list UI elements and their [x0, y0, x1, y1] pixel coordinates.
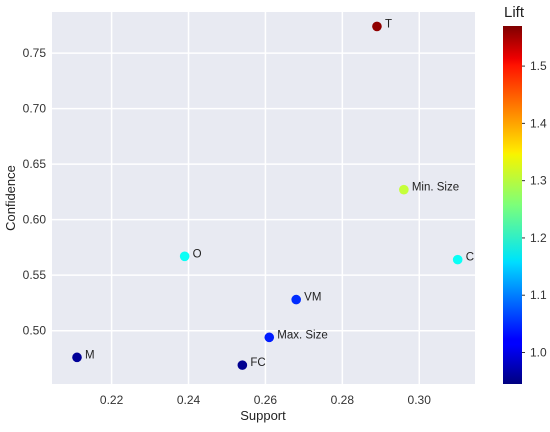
- colorbar-tick-label: 1.1: [530, 288, 547, 302]
- x-tick-label: 0.24: [177, 393, 201, 407]
- data-points: [72, 21, 463, 370]
- point-label: VM: [304, 292, 321, 304]
- colorbar: [503, 26, 522, 384]
- x-tick-label: 0.28: [331, 393, 355, 407]
- point-labels: T Min. Size C O VM Max. Size M FC: [85, 18, 474, 369]
- y-axis-ticks: 0.50 0.55 0.60 0.65 0.70 0.75: [23, 46, 47, 338]
- x-axis-label: Support: [240, 408, 286, 423]
- y-axis-label: Confidence: [3, 165, 18, 231]
- point-label: T: [385, 18, 392, 30]
- x-tick-label: 0.26: [254, 393, 278, 407]
- y-tick-label: 0.65: [23, 157, 47, 171]
- data-point: [264, 332, 275, 343]
- data-point: [291, 294, 301, 305]
- point-label: O: [193, 248, 202, 260]
- x-tick-label: 0.22: [100, 393, 124, 407]
- data-point: [372, 21, 382, 32]
- colorbar-tick-label: 1.5: [530, 59, 547, 73]
- data-point: [452, 254, 463, 265]
- point-label: Min. Size: [412, 182, 459, 194]
- point-label: C: [466, 252, 474, 264]
- y-tick-label: 0.70: [23, 102, 47, 116]
- colorbar-ticks: 1.0 1.1 1.2 1.3 1.4 1.5: [522, 59, 547, 359]
- y-tick-label: 0.50: [23, 324, 47, 338]
- data-point: [237, 360, 248, 370]
- colorbar-tick-label: 1.4: [530, 116, 547, 130]
- y-tick-label: 0.75: [23, 46, 47, 60]
- x-tick-label: 0.30: [408, 393, 432, 407]
- point-label: Max. Size: [277, 329, 328, 341]
- colorbar-title: Lift: [504, 4, 525, 21]
- data-point: [179, 251, 190, 262]
- y-tick-label: 0.55: [23, 268, 47, 282]
- colorbar-tick-label: 1.3: [530, 174, 547, 188]
- colorbar-tick-label: 1.2: [530, 231, 547, 245]
- point-label: FC: [250, 357, 265, 369]
- colorbar-tick-label: 1.0: [530, 345, 547, 359]
- plot-area: [52, 12, 475, 384]
- data-point: [72, 352, 82, 363]
- x-axis-ticks: 0.22 0.24 0.26 0.28 0.30: [100, 393, 431, 407]
- data-point: [399, 184, 409, 195]
- grid: [52, 12, 475, 384]
- y-tick-label: 0.60: [23, 213, 47, 227]
- point-label: M: [85, 349, 95, 361]
